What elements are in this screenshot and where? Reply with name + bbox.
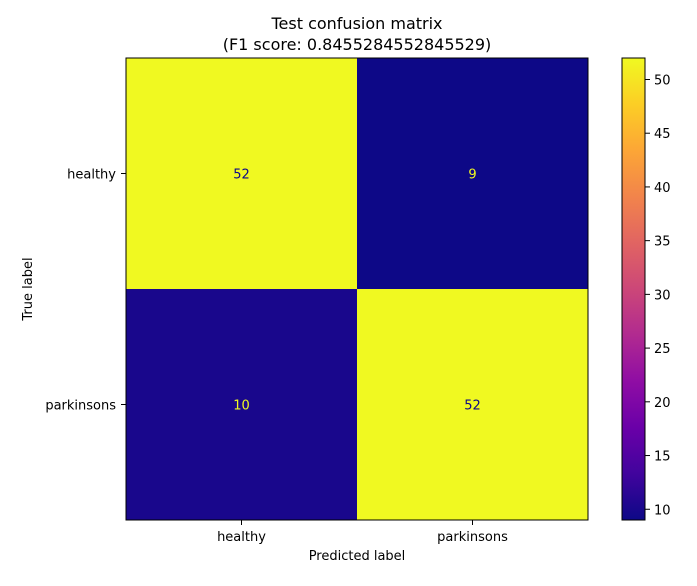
colorbar-tick-label-45: 45: [654, 127, 671, 142]
heatmap-cells: [126, 58, 588, 520]
heatmap-cell-healthy-healthy: [126, 58, 357, 289]
heatmap-cell-healthy-parkinsons: [357, 58, 588, 289]
colorbar-ticks: 10 15 20 25 30 35 40 45 50: [645, 73, 671, 518]
colorbar-tick-label-10: 10: [654, 503, 671, 518]
cell-value-parkinsons-parkinsons: 52: [464, 399, 481, 414]
heatmap-cell-parkinsons-healthy: [126, 289, 357, 520]
cell-value-parkinsons-healthy: 10: [233, 399, 250, 414]
y-tick-label-healthy: healthy: [67, 168, 116, 183]
cell-value-labels: 52 9 10 52: [233, 168, 481, 414]
chart-title: Test confusion matrix: [270, 14, 442, 33]
cell-value-healthy-parkinsons: 9: [468, 168, 476, 183]
colorbar-tick-label-40: 40: [654, 181, 671, 196]
x-axis-label: Predicted label: [309, 549, 406, 564]
colorbar-tick-label-15: 15: [654, 450, 671, 465]
colorbar-tick-label-20: 20: [654, 396, 671, 411]
x-tick-label-parkinsons: parkinsons: [437, 530, 508, 545]
colorbar-frame: [621, 57, 646, 521]
y-axis-ticks: healthy parkinsons: [45, 168, 126, 414]
x-axis-ticks: healthy parkinsons: [217, 520, 508, 545]
cell-value-healthy-healthy: 52: [233, 168, 250, 183]
colorbar-tick-label-30: 30: [654, 288, 671, 303]
x-tick-label-healthy: healthy: [217, 530, 266, 545]
colorbar-tick-label-50: 50: [654, 73, 671, 88]
plot-frame: [125, 57, 589, 521]
colorbar: [622, 58, 645, 520]
colorbar-tick-label-25: 25: [654, 342, 671, 357]
colorbar-tick-label-35: 35: [654, 235, 671, 250]
y-axis-label: True label: [21, 257, 36, 321]
y-tick-label-parkinsons: parkinsons: [45, 399, 116, 414]
heatmap-cell-parkinsons-parkinsons: [357, 289, 588, 520]
chart-subtitle: (F1 score: 0.8455284552845529): [223, 35, 492, 54]
